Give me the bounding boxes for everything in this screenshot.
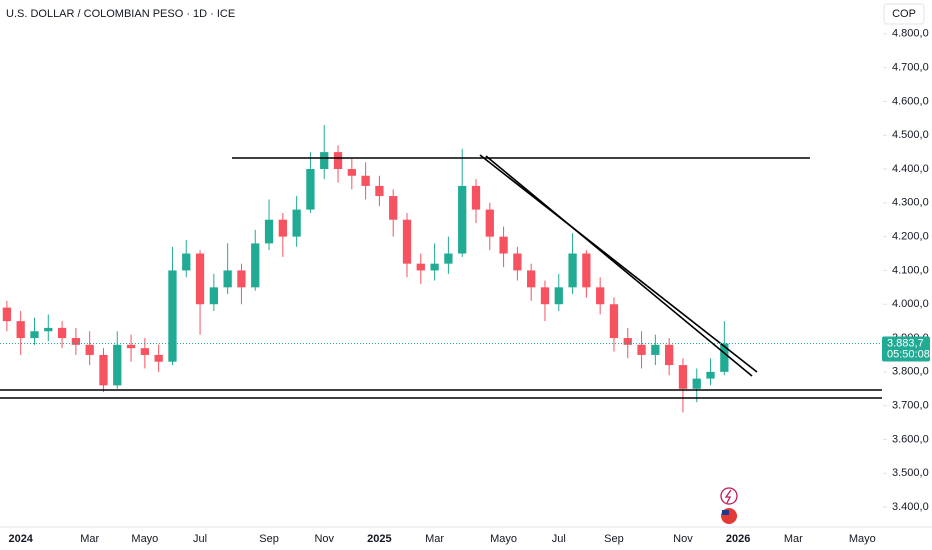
candle-body [99,354,108,386]
candle-body [527,270,536,288]
candle-body [44,327,53,332]
candle-body [513,253,522,271]
candle-body [333,152,343,170]
x-tick-label: Jul [193,533,207,545]
candle-body [278,219,287,237]
x-tick-label: 2026 [726,533,750,545]
x-tick-label: Mayo [131,533,158,545]
y-tick-label: 4.000,0 [892,298,929,310]
x-tick-label: 2024 [8,533,33,545]
trend-line [485,155,753,377]
flag-canton [722,510,729,515]
candle-body [596,287,605,305]
candle-body [582,253,591,288]
currency[interactable]: COP [892,8,916,20]
candle-body [85,344,94,355]
candle-body [320,152,329,170]
trend-line [479,154,758,373]
candle-body [485,209,494,237]
y-tick-label: 4.100,0 [892,264,929,276]
candle-body [2,307,12,322]
candle-body [195,253,205,305]
candle-body [347,169,356,176]
candle-body [71,338,81,345]
candle-body [306,169,315,210]
candle-body [292,209,301,237]
candle-body [499,236,508,254]
x-tick-label: Mar [80,533,99,545]
candle-body [140,348,150,355]
y-tick-label: 3.500,0 [892,467,929,479]
x-tick-label: Mayo [490,533,517,545]
candle-body [223,270,232,288]
candle-body [30,331,39,339]
y-tick-label: 4.800,0 [892,28,929,40]
y-tick-label: 3.800,0 [892,366,929,378]
candle-body [720,343,729,372]
y-tick-label: 4.700,0 [892,62,929,74]
x-tick-label: Nov [673,533,693,545]
x-tick-label: Jul [552,533,566,545]
x-tick-label: Mar [784,533,803,545]
y-tick-label: 4.200,0 [892,231,929,243]
x-tick-label: Sep [259,533,279,545]
countdown: 05:50:08 [887,348,930,360]
x-tick-label: Mar [425,533,444,545]
candle-body [389,196,398,220]
candle-body [16,321,25,339]
event-icons[interactable] [720,487,738,524]
candle-body [540,287,550,305]
y-tick-label: 3.400,0 [892,501,929,513]
candle-body [444,253,453,264]
candle-body [113,344,122,386]
candle-body [609,304,619,339]
currency-box[interactable] [883,3,925,25]
candle-body [168,270,177,362]
chart-title: U.S. DOLLAR / COLOMBIAN PESO · 1D · ICE [6,8,235,20]
candle-body [182,253,191,271]
candle-body [209,287,218,305]
candle-body [471,185,481,210]
y-tick-label: 4.500,0 [892,129,929,141]
lightning [724,489,732,504]
plot [2,125,729,413]
x-tick-label: Sep [604,533,624,545]
candle-body [568,253,577,288]
candle-body [126,344,136,349]
candle-body [678,365,688,389]
candle-body [264,219,274,244]
candle-body [651,344,660,355]
candle-body [361,175,370,186]
last-price-box [882,336,930,362]
candle-body [416,263,425,271]
candle-body [623,338,632,345]
candle-body [554,287,563,305]
candle-body [237,270,246,288]
y-tick-label: 3.600,0 [892,433,929,445]
y-tick-label: 4.600,0 [892,95,929,107]
x-tick-label: Mayo [849,533,876,545]
candle-body [57,327,67,339]
candle-body [402,219,412,264]
event-icon[interactable] [720,487,738,505]
candle-body [154,354,163,362]
y-tick-label: 4.300,0 [892,197,929,209]
candle-body [665,344,674,366]
candle-body [458,185,467,254]
candle-body [637,344,646,355]
candle-body [251,243,260,288]
candle-body [430,263,439,271]
candle-body [706,371,715,379]
y-tick-label: 3.700,0 [892,400,929,412]
last-price-label: 3.883,7 [887,337,924,349]
y-tick-label: 4.400,0 [892,163,929,175]
drawings [0,154,882,399]
candle-body [692,378,701,389]
candle-body [375,185,384,197]
x-tick-label: 2025 [367,533,391,545]
x-tick-label: Nov [314,533,334,545]
